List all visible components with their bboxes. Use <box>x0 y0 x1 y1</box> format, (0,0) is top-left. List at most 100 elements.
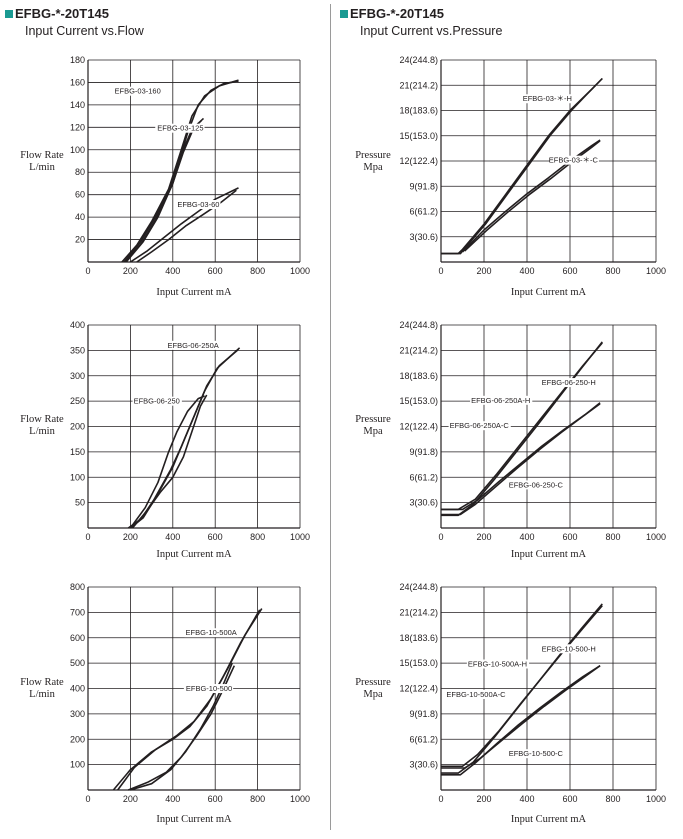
y-tick-label: 400 <box>70 320 85 330</box>
series-label: EFBG-03-＊-H <box>523 94 572 103</box>
series-line <box>127 347 241 529</box>
series-label: EFBG-06-250-H <box>542 378 596 387</box>
y-axis-title: Pressure <box>355 677 391 688</box>
series-label: EFBG-06-250A-C <box>450 421 510 430</box>
series-label-bg <box>113 86 163 96</box>
series-label-bg <box>470 395 533 405</box>
y-tick-label: 350 <box>70 345 85 355</box>
x-tick-label: 600 <box>562 794 577 804</box>
y-tick-label: 9(91.8) <box>409 447 438 457</box>
series-label-bg <box>538 378 597 388</box>
right-column-header: EFBG-*-20T145 Input Current vs.Pressure <box>340 6 502 39</box>
x-tick-label: 800 <box>605 532 620 542</box>
series-label-bg <box>175 200 221 210</box>
series-label: EFBG-10-500-H <box>542 644 596 653</box>
chart-1: 0 200 400 600 800 1000 20 40 60 80 100 120 140 160 180… <box>20 55 310 298</box>
y-axis-title: Mpa <box>363 162 383 173</box>
series-label: EFBG-03-125 <box>157 124 203 133</box>
y-tick-label: 3(30.6) <box>409 498 438 508</box>
x-tick-label: 800 <box>605 794 620 804</box>
series-label: EFBG-06-250A <box>168 341 219 350</box>
y-tick-label: 80 <box>75 167 85 177</box>
chart-5: 0 200 400 600 800 1000 100 200 300 400 500 600 700 80… <box>20 582 310 825</box>
series-line <box>441 77 603 255</box>
y-tick-label: 21(214.2) <box>399 607 438 617</box>
series-line <box>441 342 603 511</box>
series-label: EFBG-06-250-C <box>509 480 564 489</box>
y-axis-title: Flow Rate <box>20 677 64 688</box>
y-axis-title: Pressure <box>355 414 391 425</box>
series-label: EFBG-06-250A-H <box>471 396 530 405</box>
y-tick-label: 100 <box>70 145 85 155</box>
series-label-bg <box>184 628 239 638</box>
x-tick-label: 200 <box>123 532 138 542</box>
right-column-subtitle: Input Current vs.Pressure <box>360 24 503 38</box>
series-line <box>121 79 239 263</box>
y-tick-label: 18(183.6) <box>399 371 438 381</box>
series-label-bg <box>507 749 566 759</box>
x-tick-label: 400 <box>165 266 180 276</box>
y-tick-label: 3(30.6) <box>409 232 438 242</box>
x-tick-label: 800 <box>250 532 265 542</box>
x-tick-label: 800 <box>250 266 265 276</box>
y-axis-title: L/min <box>29 426 55 437</box>
x-axis-title: Input Current mA <box>156 549 232 560</box>
series-label-bg <box>549 155 599 165</box>
x-tick-label: 0 <box>85 266 90 276</box>
series-label: EFBG-10-500A <box>186 628 237 637</box>
x-tick-label: 200 <box>476 532 491 542</box>
series-line <box>441 77 603 255</box>
y-tick-label: 15(153.0) <box>399 131 438 141</box>
teal-square-icon <box>5 10 13 18</box>
x-axis-title: Input Current mA <box>511 287 587 298</box>
series-label: EFBG-06-250 <box>134 397 180 406</box>
x-tick-label: 200 <box>123 794 138 804</box>
series-label-bg <box>155 123 205 133</box>
x-tick-label: 1000 <box>646 266 666 276</box>
series-label-bg <box>132 396 182 406</box>
y-tick-label: 700 <box>70 607 85 617</box>
x-tick-label: 200 <box>123 266 138 276</box>
y-tick-label: 180 <box>70 55 85 65</box>
y-tick-label: 12(122.4) <box>399 422 438 432</box>
y-tick-label: 6(61.2) <box>409 207 438 217</box>
y-tick-label: 24(244.8) <box>399 55 438 65</box>
y-tick-label: 120 <box>70 122 85 132</box>
series-line <box>123 120 202 263</box>
x-tick-label: 1000 <box>290 266 310 276</box>
x-tick-label: 0 <box>438 266 443 276</box>
y-axis-title: L/min <box>29 162 55 173</box>
series-line <box>131 394 208 529</box>
series-line <box>441 665 601 769</box>
y-tick-label: 15(153.0) <box>399 396 438 406</box>
x-tick-label: 400 <box>519 794 534 804</box>
series-line <box>441 402 601 511</box>
x-tick-label: 1000 <box>646 532 666 542</box>
series-line <box>117 608 263 791</box>
x-axis-title: Input Current mA <box>156 287 232 298</box>
series-label-bg <box>466 659 530 669</box>
x-tick-label: 0 <box>85 532 90 542</box>
x-tick-label: 0 <box>438 794 443 804</box>
series-label: EFBG-03-60 <box>177 200 219 209</box>
x-tick-label: 1000 <box>290 532 310 542</box>
y-tick-label: 9(91.8) <box>409 181 438 191</box>
y-tick-label: 600 <box>70 633 85 643</box>
y-tick-label: 3(30.6) <box>409 760 438 770</box>
x-axis-title: Input Current mA <box>511 814 587 825</box>
y-tick-label: 140 <box>70 100 85 110</box>
x-axis-title: Input Current mA <box>511 549 587 560</box>
series-label-bg <box>166 340 221 350</box>
y-tick-label: 200 <box>70 734 85 744</box>
y-tick-label: 24(244.8) <box>399 582 438 592</box>
y-tick-label: 12(122.4) <box>399 156 438 166</box>
y-tick-label: 150 <box>70 447 85 457</box>
x-tick-label: 600 <box>208 266 223 276</box>
left-column-title: EFBG-*-20T145 <box>5 6 144 22</box>
x-tick-label: 400 <box>165 532 180 542</box>
chart-3: 0 200 400 600 800 1000 50 100 150 200 250 300 350 400… <box>20 320 310 560</box>
y-tick-label: 15(153.0) <box>399 658 438 668</box>
x-tick-label: 0 <box>85 794 90 804</box>
x-tick-label: 200 <box>476 266 491 276</box>
y-tick-label: 400 <box>70 684 85 694</box>
